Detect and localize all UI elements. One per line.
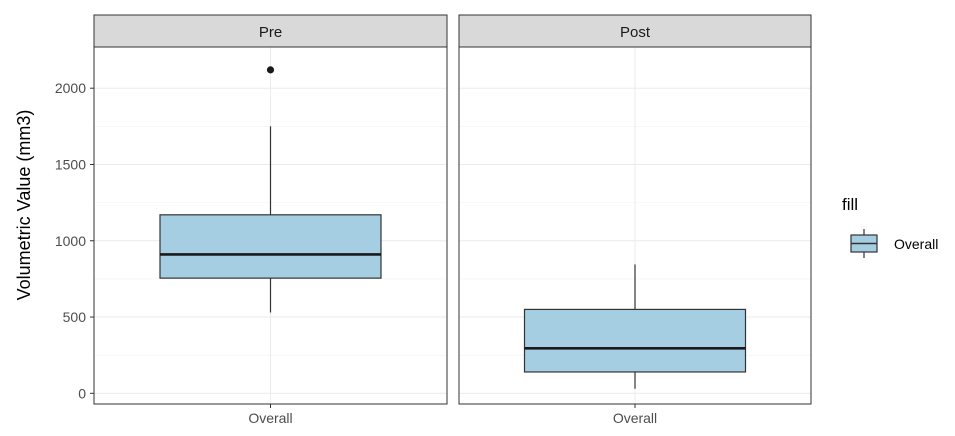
y-tick-label: 1000 — [55, 233, 86, 249]
legend: fill Overall — [842, 195, 938, 258]
facet-strip — [458, 14, 812, 48]
y-tick-label: 2000 — [55, 80, 86, 96]
legend-label-overall: Overall — [894, 236, 938, 252]
box-iqr — [523, 308, 747, 373]
facet-panels: Pre Overall Post Overall — [93, 14, 812, 426]
x-tick-label: Overall — [248, 410, 292, 426]
facet-strip-label: Post — [620, 24, 651, 41]
y-tick-label: 500 — [63, 309, 87, 325]
y-axis-label: Volumetric Value (mm3) — [14, 110, 34, 301]
facet-panel-post: Post Overall — [458, 14, 812, 426]
facet-strip — [93, 14, 448, 48]
box-iqr — [159, 214, 382, 279]
y-tick-label: 0 — [78, 385, 86, 401]
outlier-point — [266, 66, 275, 74]
facet-panel-pre: Pre Overall — [93, 14, 448, 426]
legend-key-overall — [850, 229, 878, 258]
y-axis: 0 500 1000 1500 2000 — [55, 80, 94, 401]
legend-title: fill — [842, 195, 858, 214]
facet-strip-label: Pre — [259, 24, 282, 41]
x-tick-label: Overall — [613, 410, 657, 426]
y-tick-label: 1500 — [55, 156, 86, 172]
